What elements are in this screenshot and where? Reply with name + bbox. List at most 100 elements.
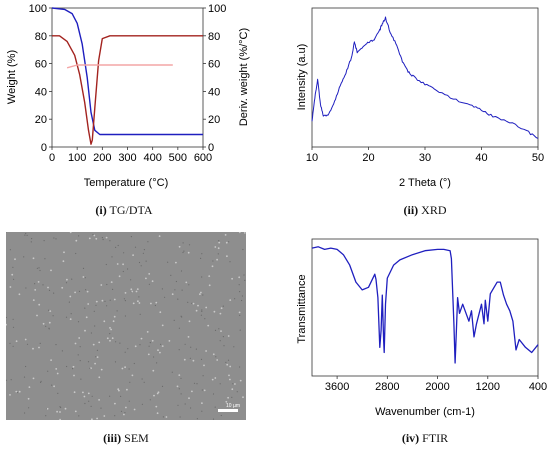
y-tick-label: 0	[41, 142, 47, 154]
sem-speck	[118, 275, 121, 278]
sem-speck	[178, 388, 180, 390]
sem-caption-number: (iii)	[103, 431, 122, 445]
sem-speck	[90, 332, 92, 334]
sem-speck	[200, 314, 202, 316]
sem-speck	[32, 257, 35, 260]
xrd-caption-label: XRD	[421, 203, 447, 217]
ftir-caption: (iv) FTIR	[325, 431, 525, 446]
sem-speck	[232, 383, 234, 385]
sem-speck	[75, 239, 78, 242]
sem-speck	[73, 391, 76, 394]
sem-speck	[6, 323, 7, 326]
sem-speck	[137, 300, 139, 303]
sem-speck	[18, 390, 21, 393]
sem-speck	[154, 304, 156, 307]
sem-speck	[40, 380, 42, 382]
sem-speck	[225, 361, 227, 363]
sem-speck	[239, 366, 241, 368]
sem-speck	[98, 399, 100, 401]
sem-speck	[134, 345, 137, 348]
sem-speck	[61, 350, 64, 352]
sem-speck	[87, 361, 90, 363]
sem-speck	[110, 328, 112, 331]
sem-speck	[111, 337, 114, 340]
sem-speck	[188, 244, 191, 246]
x-tick-label: 600	[194, 152, 212, 164]
sem-speck	[117, 244, 119, 247]
sem-speck	[84, 307, 86, 309]
sem-speck	[143, 249, 145, 251]
sem-speck	[168, 340, 171, 342]
sem-speck	[239, 329, 241, 331]
y2-tick-label: 40	[208, 86, 220, 98]
sem-speck	[69, 318, 72, 320]
sem-speck	[149, 399, 151, 401]
x-tick-label: 20	[362, 152, 374, 164]
sem-speck	[91, 418, 93, 420]
sem-speck	[96, 349, 98, 351]
sem-speck	[123, 298, 125, 300]
sem-speck	[148, 345, 150, 347]
sem-speck	[222, 305, 224, 307]
sem-speck	[82, 391, 84, 394]
sem-speck	[12, 266, 14, 268]
sem-speck	[195, 348, 197, 350]
sem-speck	[205, 350, 208, 352]
xrd-xlabel: 2 Theta (°)	[399, 177, 451, 189]
sem-speck	[227, 396, 230, 399]
sem-speck	[190, 346, 192, 348]
sem-speck	[65, 316, 68, 318]
sem-speck	[9, 249, 11, 251]
sem-speck	[205, 306, 208, 309]
sem-speck	[200, 358, 203, 360]
sem-speck	[27, 397, 30, 400]
sem-speck	[138, 302, 141, 304]
plot-frame	[311, 7, 539, 148]
sem-speck	[177, 298, 179, 300]
sem-speck	[119, 342, 121, 344]
sem-speck	[84, 277, 86, 279]
sem-speck	[243, 274, 245, 276]
sem-speck	[157, 391, 160, 394]
sem-speck	[44, 258, 46, 260]
sem-speck	[117, 388, 120, 391]
sem-speck	[124, 412, 126, 414]
sem-speck	[174, 289, 176, 291]
sem-speck	[90, 405, 92, 407]
sem-speck	[158, 235, 161, 237]
sem-speck	[229, 299, 232, 301]
sem-speck	[40, 381, 42, 383]
sem-speck	[128, 400, 130, 402]
sem-speck	[133, 362, 135, 365]
sem-speck	[213, 310, 216, 313]
sem-speck	[151, 280, 154, 283]
sem-speck	[159, 351, 161, 354]
sem-speck	[24, 412, 26, 414]
sem-speck	[96, 417, 98, 420]
sem-speck	[208, 275, 211, 277]
ftir-caption-number: (iv)	[401, 431, 420, 445]
sem-speck	[92, 343, 95, 346]
sem-speck	[145, 277, 147, 280]
sem-speck	[151, 339, 154, 342]
sem-speck	[12, 326, 15, 328]
sem-speck	[94, 362, 96, 365]
sem-speck	[95, 237, 98, 240]
sem-speck	[74, 410, 77, 413]
y2-tick-label: 20	[208, 114, 220, 126]
sem-speck	[182, 251, 184, 254]
sem-speck	[103, 320, 106, 323]
y-tick-label: 80	[35, 31, 47, 43]
sem-speck	[65, 282, 68, 284]
sem-speck	[121, 367, 124, 370]
sem-speck	[61, 286, 64, 289]
sem-speck	[6, 232, 7, 233]
y2-tick-label: 80	[208, 31, 220, 43]
sem-speck	[143, 381, 145, 383]
x-tick-label: 200	[93, 152, 111, 164]
x-tick-label: 100	[68, 152, 86, 164]
sem-speck	[55, 238, 57, 240]
sem-speck	[57, 392, 59, 394]
sem-speck	[178, 349, 180, 351]
sem-speck	[242, 396, 244, 399]
